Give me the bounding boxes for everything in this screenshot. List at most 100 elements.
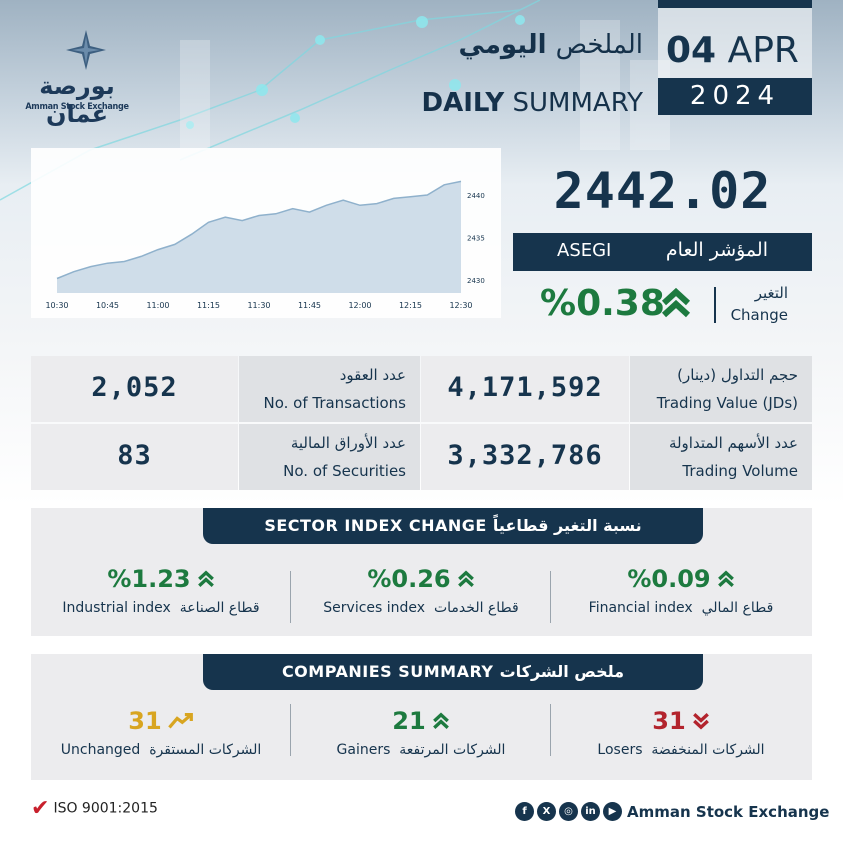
index-chart-svg: 10:30 10:45 11:00 11:15 11:30 11:45 12:00 12:15…	[45, 180, 485, 310]
chart-area	[57, 181, 461, 293]
double-chevron-up-icon	[717, 570, 734, 587]
checkmark-icon: ✔	[31, 796, 50, 821]
double-chevron-down-icon	[692, 713, 709, 730]
divider	[290, 571, 291, 623]
logo-name-en: Amman Stock Exchange	[25, 102, 129, 112]
sector-industrial-en: Industrial index	[62, 600, 171, 616]
change-label-en: Change	[730, 306, 788, 324]
securities-label-cell: عدد الأوراق المالية No. of Securities	[239, 424, 420, 490]
unchanged-ar: الشركات المستقرة	[149, 742, 262, 758]
companies-summary-section: COMPANIES SUMMARY ملخص الشركات 31 Unchan…	[31, 654, 812, 780]
gainers-value: 21	[392, 707, 426, 735]
x-tick-label: 12:30	[449, 301, 472, 310]
trading-value: 4,171,592	[447, 372, 603, 403]
sector-financial-value: %0.09	[627, 565, 711, 593]
x-tick-label: 10:45	[96, 301, 119, 310]
date-day-month: 04 APR	[666, 30, 799, 71]
transactions-value-cell: 2,052	[31, 356, 238, 422]
unchanged-en: Unchanged	[60, 742, 141, 758]
unchanged-value: 31	[128, 707, 162, 735]
title-ar-bold: اليومي	[458, 30, 547, 60]
trading-volume-label-ar: عدد الأسهم المتداولة	[668, 434, 798, 452]
sector-services-value: %0.26	[367, 565, 451, 593]
double-chevron-up-icon	[661, 287, 691, 318]
losers-value: 31	[652, 707, 686, 735]
trading-value-label-ar: حجم التداول (دينار)	[677, 366, 798, 384]
linkedin-icon[interactable]: in	[581, 802, 600, 821]
transactions-label-en: No. of Transactions	[263, 394, 406, 412]
x-tick-label: 10:30	[45, 301, 68, 310]
trading-value-label-en: Trading Value (JDs)	[656, 394, 798, 412]
sector-industrial-ar: قطاع الصناعة	[179, 600, 260, 616]
x-tick-label: 11:15	[197, 301, 220, 310]
date-box: 04 APR 2024	[658, 0, 812, 115]
double-chevron-up-icon	[197, 570, 214, 587]
double-chevron-up-icon	[457, 570, 474, 587]
logo: بورصة عمان Amman Stock Exchange	[22, 30, 132, 128]
trading-volume: 3,332,786	[447, 440, 603, 471]
trading-value-cell: 4,171,592	[421, 356, 629, 422]
x-tick-label: 11:45	[298, 301, 321, 310]
securities-label-ar: عدد الأوراق المالية	[290, 434, 406, 452]
sector-index-section: SECTOR INDEX CHANGE نسبة التغير قطاعياً …	[31, 508, 812, 636]
logo-name-ar: بورصة عمان	[39, 72, 115, 128]
index-value: 2442.02	[553, 162, 772, 220]
securities-label-en: No. of Securities	[283, 462, 406, 480]
iso-certification: ✔ ISO 9001:2015	[31, 796, 158, 821]
index-name-bar: ASEGI المؤشر العام	[513, 233, 812, 271]
trading-volume-label-cell: عدد الأسهم المتداولة Trading Volume	[630, 424, 812, 490]
gainers-en: Gainers	[336, 742, 391, 758]
y-tick-label: 2435	[467, 235, 485, 243]
y-tick-label: 2430	[467, 277, 485, 285]
double-chevron-up-icon	[432, 712, 449, 729]
sideways-chevron-icon	[167, 712, 193, 729]
companies-section-title: COMPANIES SUMMARY ملخص الشركات	[203, 654, 703, 690]
title-en-bold: DAILY	[421, 88, 505, 118]
losers-en: Losers	[597, 742, 643, 758]
securities-value: 83	[117, 440, 152, 471]
star-logo-icon	[66, 30, 106, 70]
x-tick-label: 12:00	[348, 301, 371, 310]
index-chart: 10:30 10:45 11:00 11:15 11:30 11:45 12:00 12:15…	[31, 148, 501, 318]
facebook-icon[interactable]: f	[515, 802, 534, 821]
date-day: 04	[666, 30, 717, 71]
trading-volume-label-en: Trading Volume	[682, 462, 798, 480]
trading-value-label-cell: حجم التداول (دينار) Trading Value (JDs)	[630, 356, 812, 422]
sector-financial-ar: قطاع المالي	[701, 600, 774, 616]
divider	[714, 287, 716, 323]
chart-series-line	[56, 180, 462, 280]
sector-section-title: SECTOR INDEX CHANGE نسبة التغير قطاعياً	[203, 508, 703, 544]
background-graphic	[0, 0, 670, 201]
securities-value-cell: 83	[31, 424, 238, 490]
divider	[290, 704, 291, 756]
index-change-value: %0.38	[540, 283, 665, 324]
losers-ar: الشركات المنخفضة	[651, 742, 765, 758]
sector-services-ar: قطاع الخدمات	[433, 600, 519, 616]
change-label-ar: التغير	[754, 284, 788, 302]
transactions-label-ar: عدد العقود	[339, 366, 406, 384]
transactions-label-cell: عدد العقود No. of Transactions	[239, 356, 420, 422]
x-icon[interactable]: X	[537, 802, 556, 821]
y-tick-label: 2440	[467, 192, 485, 200]
title-en: DAILY SUMMARY	[422, 88, 643, 118]
title-en-thin: SUMMARY	[512, 88, 643, 118]
index-name-ar: المؤشر العام	[665, 239, 768, 261]
title-ar-thin: الملخص	[555, 30, 643, 60]
trading-volume-cell: 3,332,786	[421, 424, 629, 490]
date-year: 2024	[658, 78, 812, 115]
date-month: APR	[727, 30, 799, 71]
sector-services-en: Services index	[323, 600, 426, 616]
youtube-icon[interactable]: ▶	[603, 802, 622, 821]
sector-industrial-value: %1.23	[107, 565, 191, 593]
social-links: f X ◎ in ▶ Amman Stock Exchange	[515, 801, 829, 823]
gainers-ar: الشركات المرتفعة	[399, 742, 506, 758]
instagram-icon[interactable]: ◎	[559, 802, 578, 821]
x-tick-label: 11:30	[247, 301, 270, 310]
x-tick-label: 11:00	[146, 301, 169, 310]
x-tick-label: 12:15	[399, 301, 422, 310]
org-name: Amman Stock Exchange	[627, 802, 830, 821]
divider	[550, 704, 551, 756]
title-ar: الملخص اليومي	[459, 30, 643, 60]
sector-financial-en: Financial index	[588, 600, 693, 616]
transactions-value: 2,052	[91, 372, 178, 403]
